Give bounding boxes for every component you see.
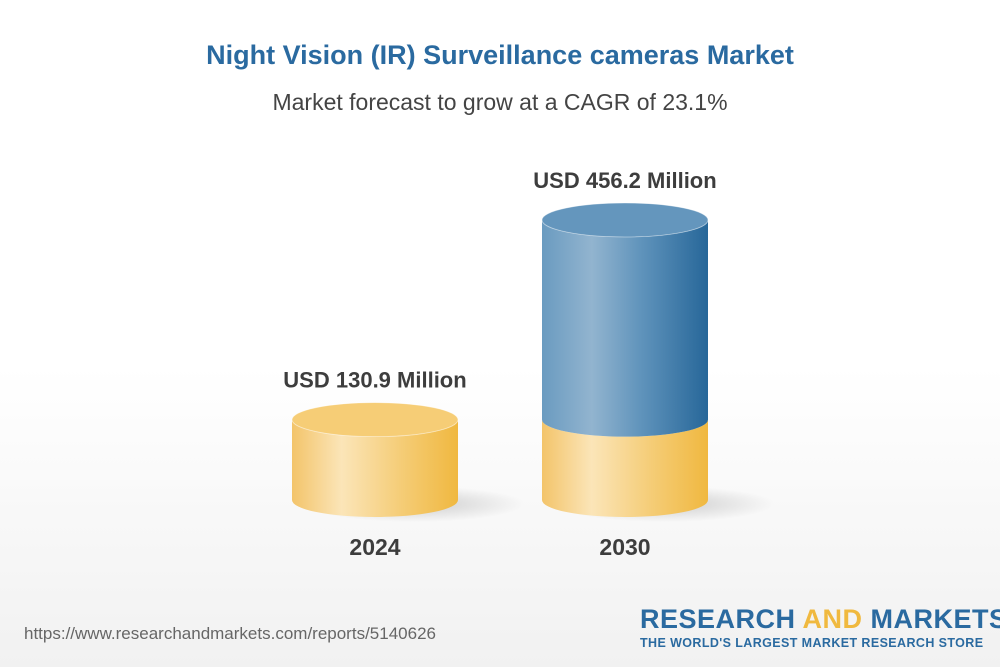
bar-2024-top <box>291 402 459 438</box>
bar-2024-body <box>292 419 458 517</box>
research-and-markets-logo: RESEARCH AND MARKETS THE WORLD'S LARGEST… <box>640 604 1000 650</box>
logo-tagline: THE WORLD'S LARGEST MARKET RESEARCH STOR… <box>640 636 984 650</box>
logo-text-and: AND <box>802 604 863 634</box>
bar-2030-growth-top <box>541 202 709 238</box>
bar-2030-growth-body <box>542 220 708 437</box>
category-label: 2024 <box>349 534 400 560</box>
logo-text: RESEARCH <box>640 604 803 634</box>
category-label: 2030 <box>599 534 650 560</box>
value-label: USD 456.2 Million <box>533 168 716 193</box>
logo-text: MARKETS <box>862 604 1000 634</box>
report-url[interactable]: https://www.researchandmarkets.com/repor… <box>24 624 436 643</box>
bar-2030-base-body <box>542 419 708 517</box>
chart-title: Night Vision (IR) Surveillance cameras M… <box>206 40 794 70</box>
value-label: USD 130.9 Million <box>283 368 466 393</box>
chart-subtitle: Market forecast to grow at a CAGR of 23.… <box>272 89 728 115</box>
